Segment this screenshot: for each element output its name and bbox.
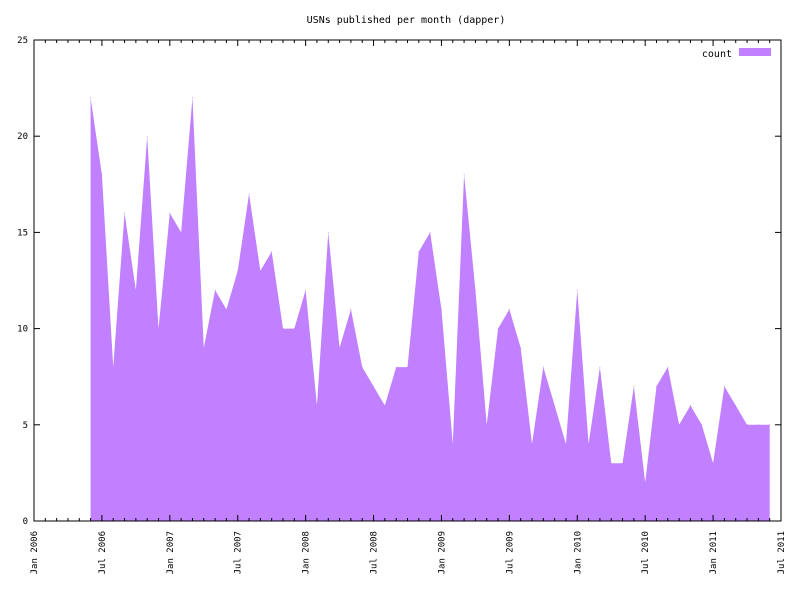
data-point [463, 174, 465, 176]
data-point [373, 385, 375, 387]
x-tick-label: Jan 2010 [573, 531, 583, 574]
x-tick-label: Jul 2007 [234, 531, 244, 574]
x-tick-label: Jul 2011 [777, 531, 787, 574]
data-point [112, 366, 114, 368]
data-point [384, 405, 386, 407]
data-point [395, 366, 397, 368]
data-point [293, 328, 295, 330]
data-point [486, 424, 488, 426]
data-point [554, 405, 556, 407]
data-point [689, 405, 691, 407]
data-point [407, 366, 408, 368]
data-point [723, 385, 725, 387]
data-point [248, 193, 250, 195]
data-point [158, 328, 159, 330]
data-point [531, 443, 533, 445]
data-point [237, 270, 239, 272]
data-point [214, 289, 216, 291]
data-point [429, 231, 431, 233]
x-tick-label: Jan 2009 [437, 531, 447, 574]
data-point [271, 251, 273, 253]
data-point [610, 462, 612, 464]
y-tick-label: 5 [23, 421, 28, 431]
y-axis: 0 5 10 15 20 25 [17, 36, 781, 527]
data-point [622, 462, 624, 464]
data-point [746, 424, 748, 426]
data-point [191, 97, 193, 99]
data-point [769, 424, 771, 426]
data-point [520, 347, 522, 349]
data-point [678, 424, 680, 426]
data-point [656, 385, 657, 387]
x-tick-label: Jul 2006 [98, 531, 108, 574]
data-point [259, 270, 261, 272]
y-tick-label: 20 [17, 132, 28, 142]
data-point [565, 443, 567, 445]
x-axis: Jan 2006 Jul 2006 Jan 2007 Jul 2007 Jan 2008… [30, 40, 787, 574]
data-point [452, 443, 454, 445]
data-point [146, 135, 148, 137]
y-tick-label: 10 [17, 325, 28, 335]
data-point [180, 231, 182, 233]
legend: count [702, 48, 771, 60]
data-point [576, 289, 578, 291]
data-point [497, 328, 499, 330]
data-point [305, 289, 307, 291]
y-tick-label: 15 [17, 228, 28, 238]
data-point [124, 212, 126, 214]
data-point [350, 308, 352, 310]
data-point [588, 443, 590, 445]
data-point [633, 385, 635, 387]
data-point [169, 212, 171, 214]
x-tick-label: Jan 2006 [30, 531, 40, 574]
y-tick-label: 25 [17, 36, 28, 46]
legend-swatch [739, 48, 771, 56]
data-point [282, 328, 284, 330]
legend-label: count [702, 49, 732, 60]
data-point [757, 424, 759, 426]
data-point [316, 405, 318, 407]
area-layer [90, 97, 771, 521]
data-point [339, 347, 341, 349]
data-point [225, 308, 227, 310]
y-tick-label: 0 [23, 517, 28, 527]
data-point [735, 405, 737, 407]
data-point [361, 366, 363, 368]
data-point [135, 289, 137, 291]
data-point [418, 251, 420, 253]
data-point [101, 174, 103, 176]
data-point [712, 462, 714, 464]
data-point [599, 366, 601, 368]
x-tick-label: Jul 2009 [505, 531, 515, 574]
data-point [508, 308, 510, 310]
x-tick-label: Jul 2008 [370, 531, 380, 574]
data-point [701, 424, 703, 426]
x-tick-label: Jan 2007 [166, 531, 176, 574]
data-point [474, 289, 476, 291]
x-tick-label: Jul 2010 [641, 531, 651, 574]
series-count-area [90, 97, 770, 521]
data-point [440, 308, 442, 310]
data-point [542, 366, 544, 368]
chart-title: USNs published per month (dapper) [307, 15, 506, 26]
x-tick-label: Jan 2008 [302, 531, 312, 574]
data-point [203, 347, 205, 349]
data-point [327, 231, 329, 233]
x-tick-label: Jan 2011 [709, 531, 719, 574]
data-point [667, 366, 669, 368]
data-point [90, 97, 92, 99]
data-point [644, 482, 646, 484]
